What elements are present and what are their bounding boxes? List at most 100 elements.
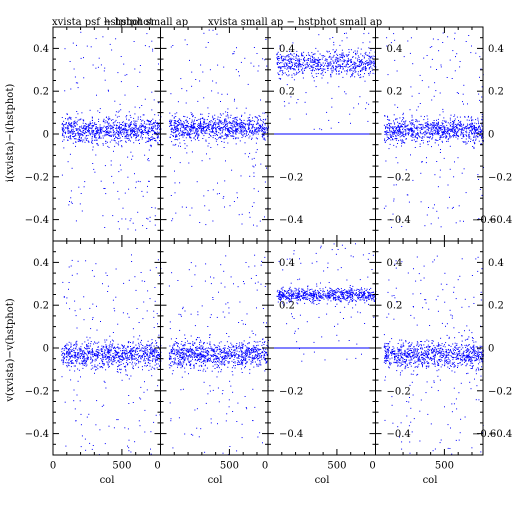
scatter-point [427,124,429,125]
scatter-point [100,358,102,359]
scatter-point [259,130,261,132]
scatter-point [227,123,229,125]
scatter-point [149,124,151,126]
scatter-point [110,131,112,133]
scatter-point [277,66,279,68]
scatter-point [462,124,464,126]
scatter-point [391,126,393,128]
scatter-point [206,127,208,129]
scatter-point [122,355,123,357]
scatter-point [415,120,417,122]
scatter-point [296,62,297,64]
scatter-point [220,101,221,102]
scatter-point [159,124,161,126]
scatter-point [389,129,390,131]
scatter-point [62,133,64,135]
scatter-point [418,136,420,138]
scatter-point [455,127,457,129]
scatter-point [102,137,104,139]
scatter-point [104,353,106,355]
scatter-point [294,68,296,70]
scatter-point [76,327,78,329]
scatter-point [107,130,109,132]
scatter-point [463,168,465,170]
scatter-point [82,141,84,143]
scatter-point [177,120,179,122]
scatter-point [137,348,139,350]
scatter-point [62,281,64,283]
scatter-point [339,59,341,60]
scatter-point [395,139,397,141]
scatter-point [319,68,320,70]
scatter-point [255,133,257,135]
scatter-point [389,132,391,134]
scatter-point [316,60,318,62]
scatter-point [110,125,112,127]
scatter-point [137,359,139,361]
scatter-point [146,353,148,355]
scatter-point [242,122,244,124]
scatter-point [403,136,405,138]
scatter-point [175,139,177,140]
scatter-point [76,129,78,131]
scatter-point [153,351,155,353]
scatter-point [98,349,100,351]
scatter-point [133,349,135,351]
scatter-point [261,136,263,137]
scatter-point [354,69,356,71]
scatter-point [244,130,246,132]
scatter-point [351,75,353,77]
scatter-point [282,71,283,73]
scatter-point [199,123,201,124]
scatter-point [88,130,90,132]
scatter-point [118,135,120,137]
scatter-point [445,135,447,136]
scatter-point [186,145,188,147]
scatter-point [305,66,307,68]
scatter-point [225,127,226,129]
scatter-point [255,116,257,118]
scatter-point [175,129,177,131]
scatter-point [117,122,119,124]
scatter-point [96,356,98,358]
scatter-point [79,354,81,356]
scatter-point [144,131,146,133]
scatter-point [424,130,426,132]
scatter-point [427,128,429,130]
scatter-point [107,132,109,134]
scatter-point [69,369,71,371]
scatter-point [257,122,259,124]
scatter-point [349,69,351,70]
scatter-point [141,120,143,122]
scatter-point [360,60,362,62]
scatter-point [365,67,367,69]
scatter-point [118,132,120,134]
scatter-point [79,350,81,352]
scatter-point [451,123,453,125]
scatter-point [185,206,187,208]
scatter-point [303,70,305,71]
scatter-point [262,126,264,128]
scatter-point [452,127,454,129]
scatter-point [412,131,414,133]
scatter-point [330,127,332,129]
scatter-point [98,132,100,134]
scatter-point [220,127,222,129]
scatter-point [126,129,128,131]
scatter-point [475,119,477,121]
scatter-point [95,132,97,134]
scatter-point [435,131,436,133]
scatter-point [99,362,101,364]
scatter-point [420,131,422,133]
scatter-point [95,38,97,40]
scatter-point [82,135,84,136]
scatter-point [205,46,207,48]
scatter-point [86,361,87,362]
scatter-point [216,127,218,128]
scatter-point [215,127,217,129]
scatter-point [248,212,250,214]
scatter-point [257,129,259,131]
scatter-point [264,139,266,141]
scatter-point [442,137,444,138]
scatter-point [146,120,148,122]
